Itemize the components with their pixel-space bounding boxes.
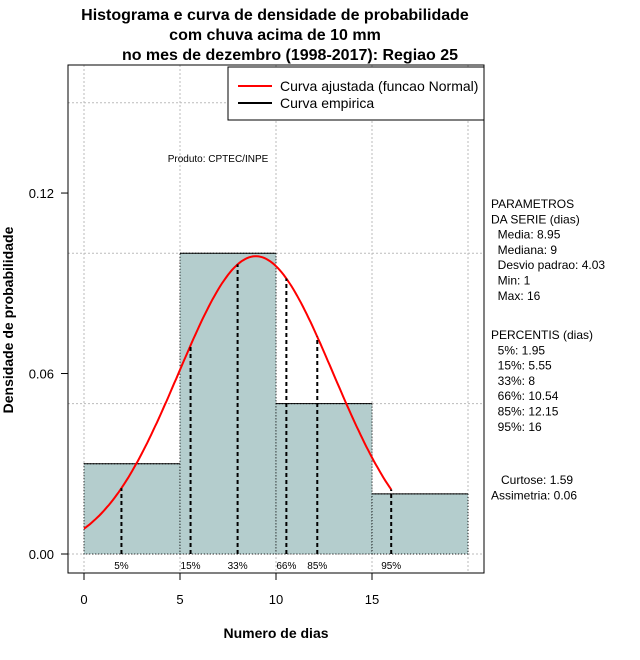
y-tick-label: 0.12 [29,186,54,201]
histogram-bar [83,463,181,555]
side-panel-text: Max: 16 [491,289,541,303]
percentile-label: 5% [114,561,129,572]
side-panel-text: 33%: 8 [491,374,535,388]
x-tick-label: 15 [365,592,379,607]
side-panel-text: Media: 8.95 [491,228,561,242]
side-panel-text: Min: 1 [491,274,531,288]
percentile-label: 15% [181,561,201,572]
side-panel-text: PARAMETROS [491,197,574,211]
title-line: com chuva acima de 10 mm [169,27,381,44]
title-line: no mes de dezembro (1998-2017): Regiao 2… [122,47,458,64]
percentile-label: 33% [228,561,248,572]
side-panel-text: 85%: 12.15 [491,405,559,419]
y-axis-label: Densidade de probabilidade [0,226,16,413]
legend-box [227,66,485,121]
percentile-label: 66% [276,561,296,572]
x-tick-label: 5 [176,592,183,607]
y-tick-label: 0.06 [29,367,54,382]
side-panel-text: Desvio padrao: 4.03 [491,258,605,272]
percentile-label: 85% [307,561,327,572]
axes: 0 5 10 15 0.00 0.06 0.12 Numero de dias Densidad… [0,154,379,641]
histogram-bar [179,252,277,555]
side-panel-text: Mediana: 9 [491,243,557,257]
histogram-bar [371,493,469,555]
bars [83,252,469,555]
chart-title: Histograma e curva de densidade de proba… [81,7,469,64]
side-panel-text: PERCENTIS (dias) [491,328,593,342]
histogram-bar [275,403,373,555]
side-panel-text: 95%: 16 [491,420,542,434]
x-tick-label: 10 [269,592,283,607]
title-line: Histograma e curva de densidade de proba… [81,7,469,24]
side-panel-text: 5%: 1.95 [491,343,545,357]
x-tick-label: 0 [80,592,87,607]
percentile-label: 95% [381,561,401,572]
legend: Curva ajustada (funcao Normal)Curva empi… [227,66,485,121]
side-panel-text: DA SERIE (dias) [491,212,580,226]
legend-label: Curva empirica [280,95,374,111]
side-panel-text: Curtose: 1.59 [491,473,573,487]
legend-label: Curva ajustada (funcao Normal) [280,78,478,94]
x-axis-label: Numero de dias [223,625,328,641]
annotation: Produto: CPTEC/INPE [168,154,269,165]
side-panel-text: Assimetria: 0.06 [491,488,577,502]
side-panel-text: 15%: 5.55 [491,359,552,373]
percentile-lines: 5% 15% 33% 66% 85% 95% [114,264,401,572]
y-tick-label: 0.00 [29,547,54,562]
side-panel-text: 66%: 10.54 [491,389,559,403]
